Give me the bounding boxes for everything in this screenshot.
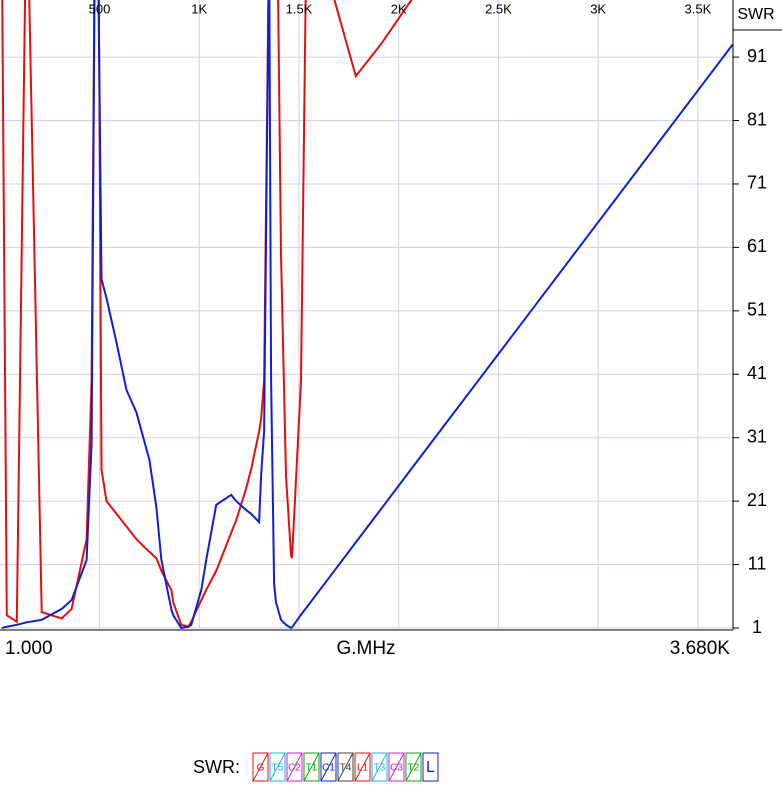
- button-slash: [286, 752, 303, 782]
- series-line: [1, 0, 733, 629]
- button-label: G: [257, 763, 265, 774]
- button-slash: [320, 752, 337, 782]
- button-label: L1: [357, 763, 369, 774]
- x-tick-label: 2K: [391, 1, 407, 16]
- toolbar-button[interactable]: L: [422, 752, 439, 782]
- toolbar-button[interactable]: L1: [354, 752, 371, 782]
- x-tick-label: 500: [89, 1, 111, 16]
- toolbar-button[interactable]: T1: [303, 752, 320, 782]
- toolbar-button[interactable]: G: [252, 752, 269, 782]
- x-end-label: 3.680K: [670, 638, 731, 659]
- x-unit-label: G.MHz: [336, 638, 395, 659]
- toolbar-button[interactable]: T4: [337, 752, 354, 782]
- button-label: T4: [340, 763, 352, 774]
- button-frame: [422, 752, 439, 782]
- toolbar-button[interactable]: T5: [269, 752, 286, 782]
- toolbar-button[interactable]: C2: [286, 752, 303, 782]
- y-tick-label: 41: [747, 363, 767, 383]
- button-slash: [405, 752, 422, 782]
- toolbar-label: SWR:: [193, 757, 240, 777]
- y-tick-label: 61: [747, 236, 767, 256]
- button-label: T2: [408, 763, 420, 774]
- button-slash: [303, 752, 320, 782]
- y-tick-label: 81: [747, 109, 767, 129]
- button-label: C1: [322, 763, 335, 774]
- button-label: T5: [272, 763, 284, 774]
- button-slash: [388, 752, 405, 782]
- toolbar-button[interactable]: T3: [371, 752, 388, 782]
- toolbar-button[interactable]: C1: [320, 752, 337, 782]
- button-label: T3: [374, 763, 386, 774]
- x-tick-label: 1K: [191, 1, 207, 16]
- x-tick-label: 3K: [590, 1, 606, 16]
- toolbar: G T5 C2 T1 C1 T4 L1 T3 C3 T2 L: [252, 752, 439, 782]
- x-tick-label: 1.5K: [286, 1, 313, 16]
- y-tick-label: 51: [747, 300, 767, 320]
- x-tick-label: 3.5K: [685, 1, 712, 16]
- y-tick-label: 1: [752, 617, 762, 637]
- y-tick-label: 91: [747, 46, 767, 66]
- x-start-label: 1.000: [5, 638, 53, 659]
- button-slash: [269, 752, 286, 782]
- y-tick-label: 31: [747, 426, 767, 446]
- toolbar-button[interactable]: C3: [388, 752, 405, 782]
- x-tick-label: 2.5K: [485, 1, 512, 16]
- button-slash: [371, 752, 388, 782]
- y-tick-label: 71: [747, 173, 767, 193]
- button-label: L: [426, 759, 435, 776]
- toolbar-button[interactable]: T2: [405, 752, 422, 782]
- button-slash: [337, 752, 354, 782]
- y-tick-label: 21: [747, 490, 767, 510]
- button-label: T1: [306, 763, 318, 774]
- button-slash: [354, 752, 371, 782]
- plot: [1, 0, 733, 629]
- button-label: C3: [390, 763, 403, 774]
- y-axis-label: SWR: [737, 6, 774, 23]
- button-slash: [252, 752, 269, 782]
- y-tick-label: 11: [748, 553, 767, 573]
- button-label: C2: [288, 763, 301, 774]
